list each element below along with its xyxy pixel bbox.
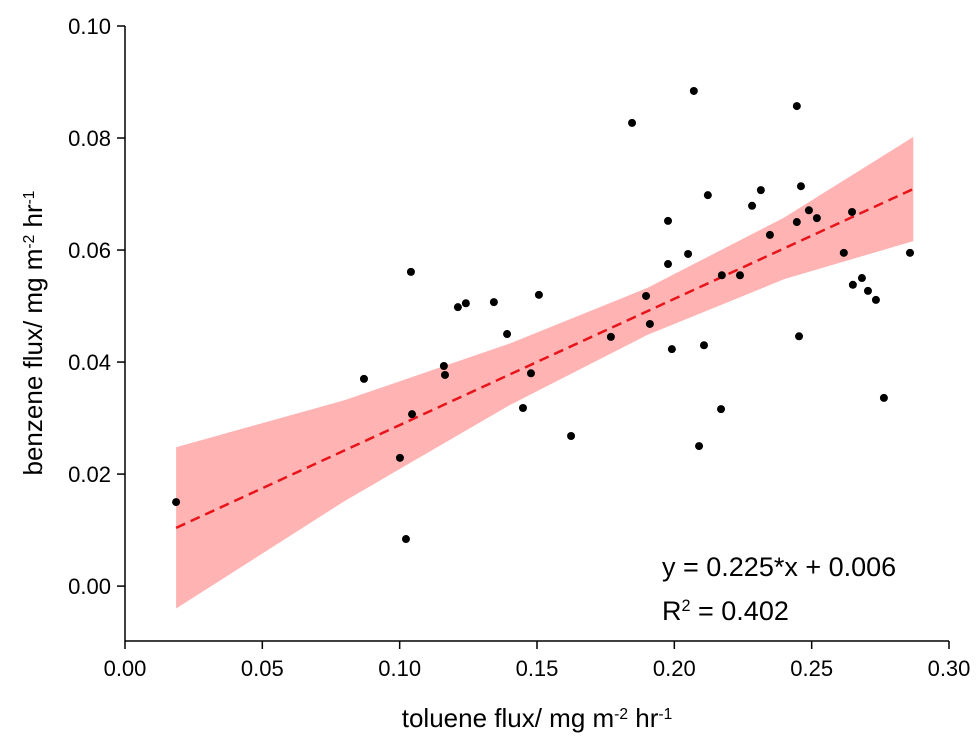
data-point — [765, 230, 774, 239]
data-point — [699, 341, 708, 350]
y-tick-label: 0.00 — [68, 574, 111, 599]
y-tick-label: 0.08 — [68, 126, 111, 151]
x-tick-label: 0.05 — [241, 656, 284, 681]
data-point — [812, 214, 821, 223]
text-part: -2 — [21, 235, 38, 249]
data-point — [756, 186, 765, 195]
y-axis-title: benzene flux/ mg m-2 hr-1 — [18, 191, 48, 476]
text-part: = 0.402 — [691, 596, 789, 626]
data-point — [461, 299, 470, 308]
data-point — [664, 216, 673, 225]
data-point — [792, 102, 801, 111]
y-tick-label: 0.10 — [68, 14, 111, 39]
text-part: R — [662, 596, 682, 626]
text-part: benzene flux/ mg m — [18, 249, 48, 476]
data-point — [606, 332, 615, 341]
data-point — [717, 271, 726, 280]
confidence-band — [176, 136, 914, 609]
data-point — [359, 374, 368, 383]
data-point — [642, 291, 651, 300]
data-point — [172, 498, 181, 507]
y-tick-label: 0.02 — [68, 462, 111, 487]
x-axis-title: toluene flux/ mg m-2 hr-1 — [402, 703, 673, 733]
data-point — [628, 118, 637, 127]
data-point — [567, 432, 576, 440]
data-point — [848, 280, 857, 289]
text-part: hr — [18, 204, 48, 235]
text-part: -1 — [21, 191, 38, 205]
data-point — [748, 201, 757, 210]
data-point — [401, 535, 410, 544]
data-point — [406, 267, 415, 276]
data-point — [792, 218, 801, 227]
x-tick-label: 0.30 — [928, 656, 971, 681]
fit-line — [175, 187, 914, 529]
data-point — [863, 286, 872, 295]
data-point — [879, 393, 888, 402]
text-part: -2 — [614, 706, 628, 723]
data-point — [871, 295, 880, 304]
data-point — [408, 410, 417, 419]
data-point — [439, 361, 448, 370]
data-point — [703, 191, 712, 200]
text-part: 2 — [682, 597, 691, 615]
text-part: hr — [628, 703, 659, 733]
x-tick-label: 0.10 — [378, 656, 421, 681]
data-point — [395, 453, 404, 462]
data-point — [735, 271, 744, 280]
text-part: toluene flux/ mg m — [402, 703, 614, 733]
data-point — [717, 405, 726, 414]
data-point — [453, 303, 462, 312]
y-tick-label: 0.04 — [68, 350, 111, 375]
data-point — [695, 442, 704, 451]
text-part: -1 — [658, 706, 672, 723]
x-tick-label: 0.00 — [104, 656, 147, 681]
r-squared: R2 = 0.402 — [662, 596, 789, 626]
data-point — [684, 249, 693, 258]
x-tick-label: 0.25 — [790, 656, 833, 681]
data-point — [848, 207, 857, 216]
data-point — [503, 330, 512, 339]
data-point — [667, 345, 676, 354]
data-point — [534, 290, 543, 299]
data-point — [804, 206, 813, 215]
data-point — [839, 248, 848, 257]
data-point — [489, 298, 498, 307]
x-tick-label: 0.15 — [516, 656, 559, 681]
data-point — [795, 332, 804, 341]
data-point — [664, 260, 673, 269]
data-point — [689, 86, 698, 95]
y-tick-label: 0.06 — [68, 238, 111, 263]
data-point — [526, 369, 535, 378]
equation: y = 0.225*x + 0.006 — [662, 552, 896, 582]
data-point — [645, 319, 654, 328]
data-point — [796, 182, 805, 191]
data-point — [440, 370, 449, 379]
data-point — [905, 248, 914, 257]
data-point — [857, 274, 866, 283]
data-point — [518, 403, 527, 412]
x-tick-label: 0.20 — [653, 656, 696, 681]
